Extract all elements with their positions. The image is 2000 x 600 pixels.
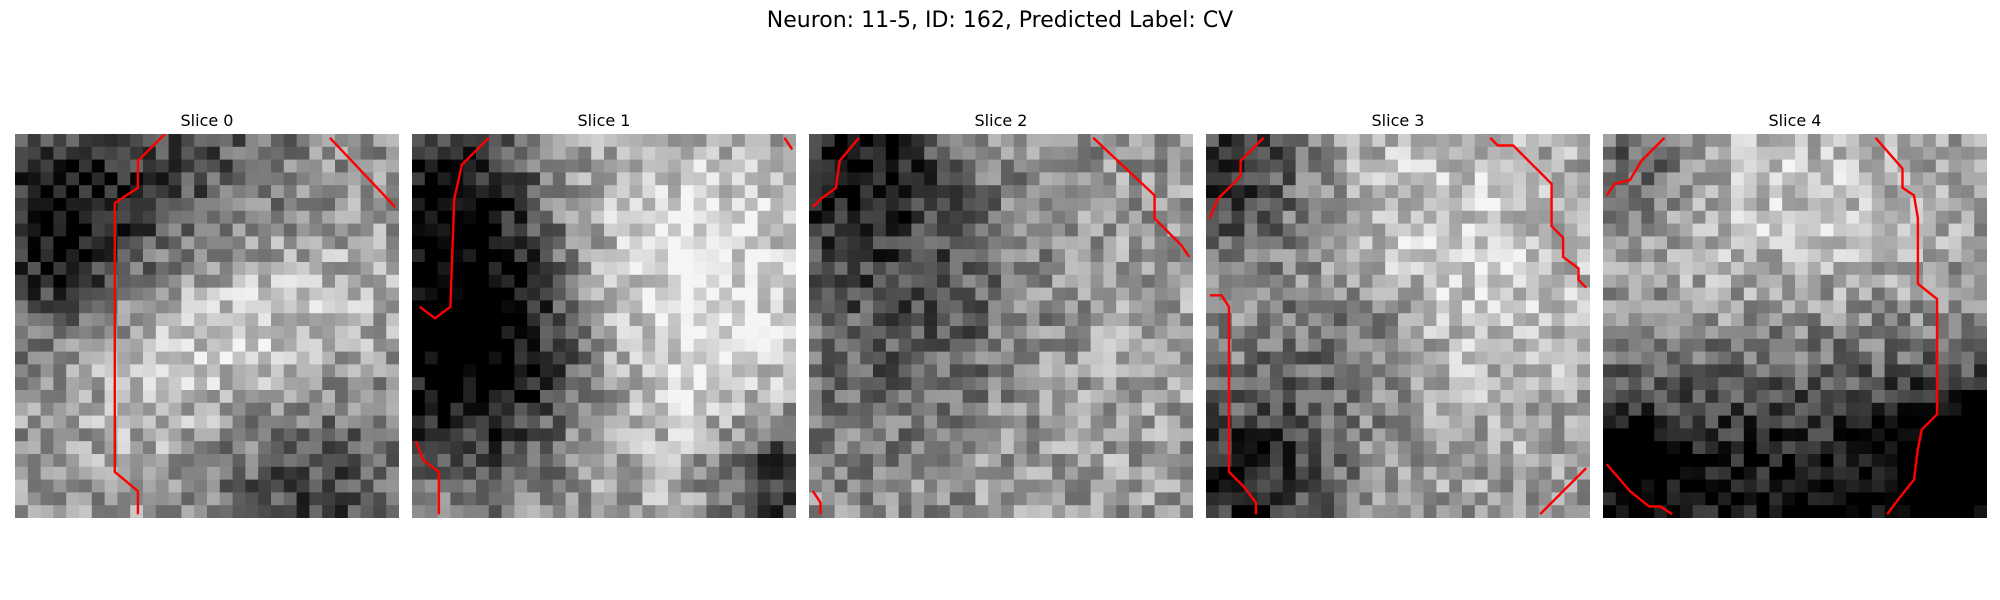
contour-line [1605,463,1673,516]
contour-line [811,137,860,208]
slice-image [1603,134,1987,518]
panel-slice-1: Slice 1 [412,108,796,518]
slice-image [809,134,1193,518]
panel-title: Slice 4 [1768,111,1822,130]
contour-line [113,134,166,515]
contour-line [811,490,822,515]
contour-group [1208,136,1588,516]
contour-line [1605,136,1666,197]
pixel-grid [15,134,399,518]
contour-line [783,137,794,151]
panel-slice-2: Slice 2 [809,108,1193,518]
panel-slice-3: Slice 3 [1206,108,1590,518]
contour-line [418,136,490,320]
slice-image [15,134,399,518]
slice-image [1206,134,1590,518]
pixel-grid [809,134,1193,518]
panel-slice-0: Slice 0 [15,108,399,518]
contour-line [1539,467,1588,516]
contour-line [1092,136,1191,258]
slice-image [412,134,796,518]
contour-group [811,136,1191,515]
figure-title: Neuron: 11-5, ID: 162, Predicted Label: … [766,8,1234,33]
contour-line [1209,294,1258,515]
contour-line [329,136,397,208]
pixel-grid [412,134,796,518]
contour-group [414,136,794,515]
contour-line [1489,136,1588,289]
pixel-grid [1603,134,1987,518]
contour-group [1605,136,1939,516]
contour-line [1874,137,1939,515]
panel-title: Slice 3 [1371,111,1425,130]
panel-slice-4: Slice 4 [1603,108,1987,518]
contour-line [1208,136,1265,219]
contour-line [414,440,441,515]
panel-title: Slice 1 [577,111,631,130]
panel-title: Slice 2 [974,111,1028,130]
panel-title: Slice 0 [180,111,234,130]
contour-group [113,134,397,515]
pixel-grid [1206,134,1590,518]
